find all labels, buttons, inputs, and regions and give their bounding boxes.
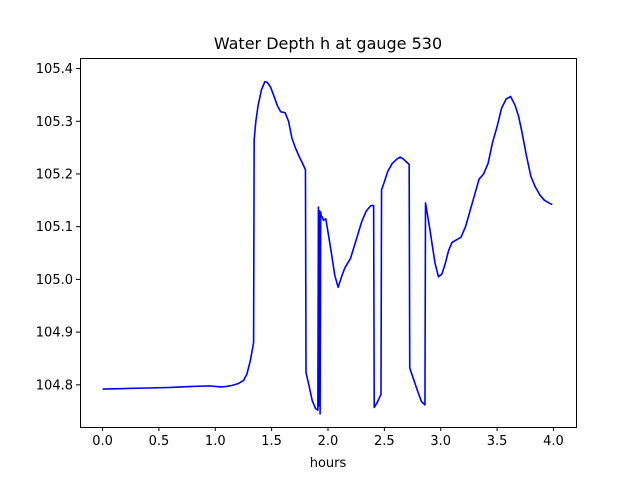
x-axis-label: hours [310,456,347,471]
x-tick-label: 0.0 [92,434,113,449]
x-tick-label: 3.5 [487,434,508,449]
y-tick-label: 104.8 [36,378,73,393]
x-tick-label: 0.5 [149,434,170,449]
y-tick-label: 104.9 [36,326,73,341]
plot-area [102,80,553,415]
x-tick-label: 4.0 [543,434,564,449]
x-tick-label: 2.0 [318,434,339,449]
x-tick-label: 1.5 [261,434,282,449]
y-tick-label: 105.3 [36,115,73,130]
chart-title: Water Depth h at gauge 530 [214,34,442,53]
axes-frame [80,58,577,428]
y-tick-label: 105.0 [36,273,73,288]
y-tick-label: 105.1 [36,220,73,235]
series-line-0 [102,80,553,415]
y-tick-label: 105.4 [36,62,73,77]
y-tick-label: 105.2 [36,167,73,182]
y-axis-ticks: 104.8 104.9 105.0 105.1 105.2 105.3 105.4 [36,62,80,393]
x-tick-label: 2.5 [374,434,395,449]
x-tick-label: 1.0 [205,434,226,449]
x-tick-label: 3.0 [430,434,451,449]
